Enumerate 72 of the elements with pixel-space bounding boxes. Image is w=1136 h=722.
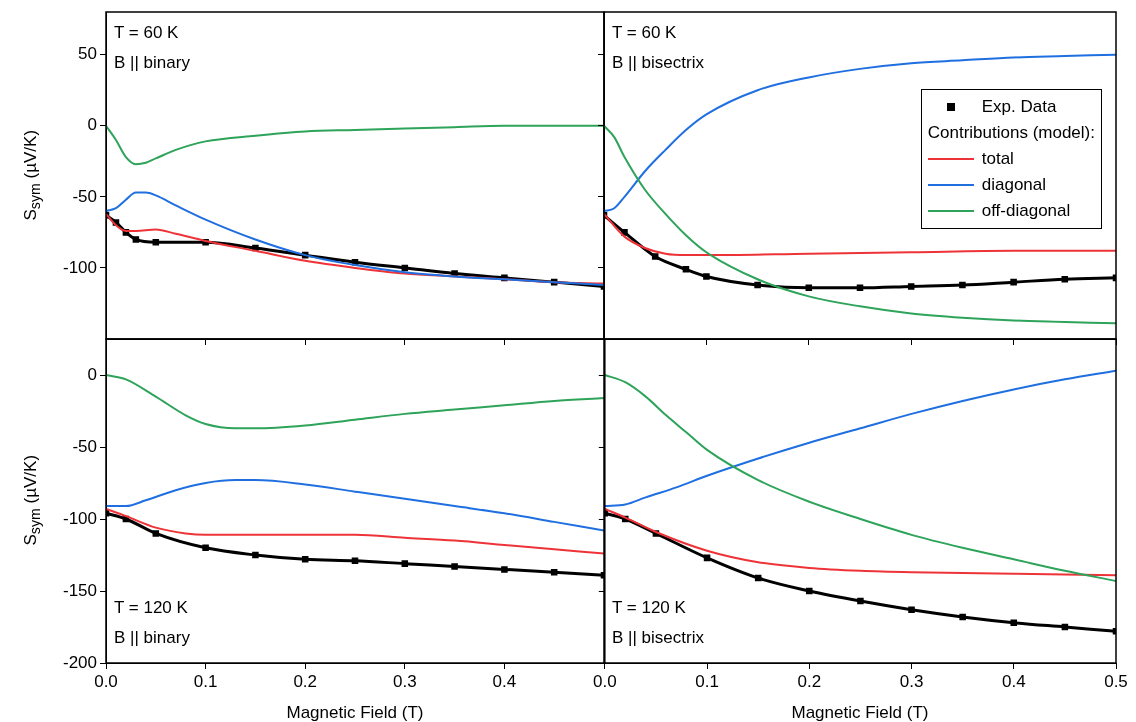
x-axis-title: Magnetic Field (T) <box>285 703 425 722</box>
point <box>451 270 458 277</box>
x-tick-label: 0.0 <box>94 671 118 691</box>
y-tick-label: -150 <box>62 580 97 600</box>
y-tick-label: 50 <box>78 44 97 64</box>
line-series <box>106 191 604 286</box>
y-tick-label: 0 <box>87 364 97 384</box>
annotation: B || bisectrix <box>612 627 704 649</box>
annotation: B || binary <box>114 52 190 74</box>
point <box>856 284 864 292</box>
y-tick-label: -100 <box>62 508 97 528</box>
point <box>501 566 508 573</box>
point <box>754 574 762 582</box>
line-series <box>106 479 604 532</box>
x-axis-title: Magnetic Field (T) <box>790 703 930 722</box>
point <box>132 236 140 243</box>
legend-label: total <box>981 148 1014 171</box>
point <box>550 569 558 576</box>
annotation: T = 120 K <box>612 597 687 619</box>
x-tick-label: 0.2 <box>797 671 822 691</box>
legend-label: diagonal <box>981 174 1047 197</box>
point <box>401 264 409 272</box>
point <box>907 283 915 290</box>
x-tick-label: 0.3 <box>899 671 924 691</box>
point <box>1010 278 1017 286</box>
point <box>1061 276 1069 283</box>
point <box>754 281 761 289</box>
point <box>301 556 309 563</box>
point <box>959 281 966 289</box>
point <box>703 554 711 562</box>
line-series <box>106 374 604 430</box>
point <box>908 606 915 613</box>
x-tick-label: 0.1 <box>695 671 719 691</box>
point <box>1061 623 1069 631</box>
point <box>621 229 628 236</box>
point <box>451 563 458 570</box>
x-tick-label: 0.2 <box>293 671 318 691</box>
point <box>1010 619 1018 626</box>
y-tick-label: -50 <box>72 186 97 206</box>
point <box>703 273 710 280</box>
x-tick-label: 0.3 <box>392 671 417 691</box>
point <box>152 239 160 246</box>
y-tick-label: 0 <box>87 115 97 135</box>
point <box>252 551 259 559</box>
x-tick-label: 0.4 <box>492 671 517 691</box>
x-tick-label: 0.1 <box>193 671 218 691</box>
y-tick-label: -50 <box>72 436 97 456</box>
point <box>401 560 409 567</box>
annotation: T = 60 K <box>114 22 180 44</box>
point <box>805 284 813 292</box>
point <box>959 613 966 621</box>
point <box>351 557 359 565</box>
y-tick-label: -200 <box>62 652 97 672</box>
point <box>651 253 659 260</box>
annotation: B || binary <box>114 627 190 649</box>
point <box>152 530 160 537</box>
point <box>682 266 690 273</box>
annotation: T = 60 K <box>612 22 678 44</box>
point <box>252 244 259 252</box>
point <box>202 544 209 552</box>
x-tick-label: 0.5 <box>1104 671 1128 691</box>
x-tick-label: 0.0 <box>593 671 617 691</box>
point <box>806 587 813 595</box>
legend-label: off-diagonal <box>981 200 1071 223</box>
y-tick-label: -100 <box>62 257 97 277</box>
annotation: B || bisectrix <box>612 52 704 74</box>
x-tick-label: 0.4 <box>1001 671 1026 691</box>
point <box>857 597 864 605</box>
legend-title: Contributions (model): <box>927 122 1095 145</box>
legend-label: Exp. Data <box>981 96 1057 119</box>
annotation: T = 120 K <box>114 597 189 619</box>
line-series <box>106 507 604 555</box>
